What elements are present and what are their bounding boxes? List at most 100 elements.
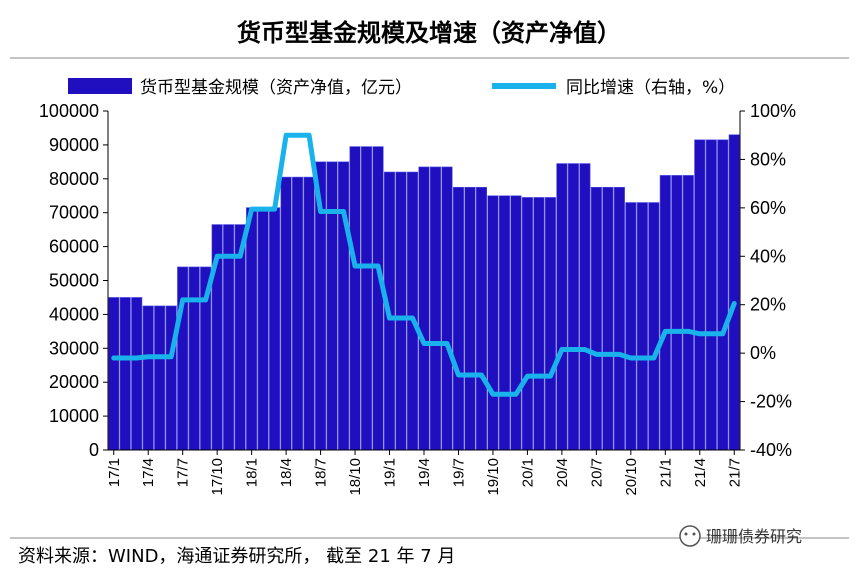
left-tick-label: 100000 [39, 101, 99, 121]
bar-17/2 [119, 297, 131, 451]
left-tick-label: 50000 [49, 271, 99, 291]
bar-19/6 [441, 166, 453, 451]
bar-19/11 [498, 195, 510, 451]
bar-17/4 [142, 305, 154, 451]
legend: 货币型基金规模（资产净值，亿元） 同比增速（右轴，%） [68, 78, 735, 98]
bar-20/8 [602, 186, 614, 451]
right-tick-label: 100% [750, 101, 796, 121]
bar-18/5 [292, 176, 304, 451]
bar-17/5 [154, 305, 166, 451]
left-tick-label: 60000 [49, 237, 99, 257]
bar-series [108, 134, 740, 451]
bar-19/4 [418, 166, 430, 451]
bar-19/5 [429, 166, 442, 451]
bar-17/8 [188, 266, 200, 451]
bar-19/9 [475, 186, 487, 451]
bar-20/1 [521, 197, 533, 451]
source-note: 资料来源：WIND，海通证券研究所， 截至 21 年 7 月 [18, 546, 455, 567]
bar-20/10 [625, 202, 637, 451]
bar-18/4 [280, 176, 292, 451]
bar-18/11 [360, 146, 373, 451]
bar-21/3 [682, 175, 694, 451]
watermark-text: 珊珊债券研究 [706, 527, 802, 546]
x-tick-label: 17/10 [209, 458, 226, 496]
bar-19/10 [487, 195, 499, 451]
bar-20/12 [648, 202, 660, 451]
x-tick-label: 17/4 [140, 458, 157, 487]
bar-20/5 [567, 163, 579, 451]
bar-19/12 [510, 195, 522, 451]
bar-21/4 [694, 139, 706, 451]
right-tick-label: -20% [750, 392, 792, 412]
x-tick-label: 17/1 [106, 458, 123, 487]
x-tick-label: 19/1 [382, 458, 399, 487]
left-tick-label: 0 [89, 440, 99, 460]
wechat-icon [679, 525, 701, 547]
x-tick-label: 18/4 [278, 458, 295, 487]
bar-18/8 [326, 161, 338, 451]
left-tick-label: 70000 [49, 203, 99, 223]
right-axis: -40% -20% 0% 20% 40% 60% 80% 100% [740, 101, 796, 460]
bar-17/7 [177, 266, 189, 451]
bar-21/1 [659, 175, 671, 451]
bar-21/6 [717, 139, 729, 451]
x-tick-label: 17/7 [175, 458, 192, 487]
left-tick-label: 40000 [49, 304, 99, 324]
bar-21/5 [705, 139, 717, 451]
watermark: 珊珊债券研究 [679, 525, 802, 547]
chart-title: 货币型基金规模及增速（资产净值） [237, 19, 621, 47]
bar-18/3 [269, 207, 281, 451]
right-tick-label: 40% [750, 246, 786, 266]
right-tick-label: 0% [750, 343, 776, 363]
legend-bar-swatch [68, 78, 132, 94]
x-tick-label: 20/7 [588, 458, 605, 487]
bar-19/8 [464, 186, 476, 451]
bar-17/1 [108, 297, 120, 451]
bar-18/10 [349, 146, 361, 451]
x-tick-label: 18/10 [347, 458, 364, 496]
left-axis: 0 10000 20000 30000 40000 50000 60000 70000 8000… [39, 101, 108, 460]
bar-19/2 [395, 171, 407, 451]
bar-17/3 [131, 297, 143, 451]
bar-20/7 [590, 186, 602, 451]
bar-18/9 [338, 161, 350, 451]
bar-20/4 [556, 163, 568, 451]
x-tick-label: 18/1 [244, 458, 261, 487]
legend-bar-label: 货币型基金规模（资产净值，亿元） [140, 78, 412, 98]
left-tick-label: 10000 [49, 406, 99, 426]
x-tick-label: 20/4 [554, 458, 571, 487]
bar-20/2 [533, 197, 545, 451]
bar-18/6 [303, 176, 315, 451]
x-tick-label: 21/4 [692, 458, 709, 487]
right-tick-label: -40% [750, 440, 792, 460]
right-tick-label: 20% [750, 295, 786, 315]
right-tick-label: 80% [750, 149, 786, 169]
right-tick-label: 60% [750, 198, 786, 218]
left-tick-label: 30000 [49, 338, 99, 358]
left-tick-label: 20000 [49, 372, 99, 392]
bar-18/12 [372, 146, 384, 451]
bar-20/6 [579, 163, 591, 451]
x-tick-label: 20/1 [519, 458, 536, 487]
x-tick-label: 19/10 [485, 458, 502, 496]
x-tick-label: 19/7 [450, 458, 467, 487]
legend-line-label: 同比增速（右轴，%） [566, 78, 735, 98]
bar-19/7 [452, 186, 465, 451]
bar-20/9 [613, 186, 625, 451]
bar-18/1 [246, 207, 258, 451]
growth-line [111, 132, 737, 397]
left-tick-label: 90000 [49, 135, 99, 155]
x-tick-label: 20/10 [623, 458, 640, 496]
x-tick-label: 19/4 [416, 458, 433, 487]
bar-20/11 [636, 202, 648, 451]
bar-20/3 [544, 197, 556, 451]
bar-21/2 [671, 175, 683, 451]
x-tick-label: 21/7 [726, 458, 743, 487]
bar-19/3 [406, 171, 419, 451]
bar-21/7 [728, 134, 740, 451]
bar-18/2 [257, 207, 269, 451]
x-axis: 17/1 17/4 17/7 17/10 18/1 18/4 18/7 18/10 19/1 19… [106, 450, 743, 496]
x-tick-label: 18/7 [313, 458, 330, 487]
left-tick-label: 80000 [49, 169, 99, 189]
